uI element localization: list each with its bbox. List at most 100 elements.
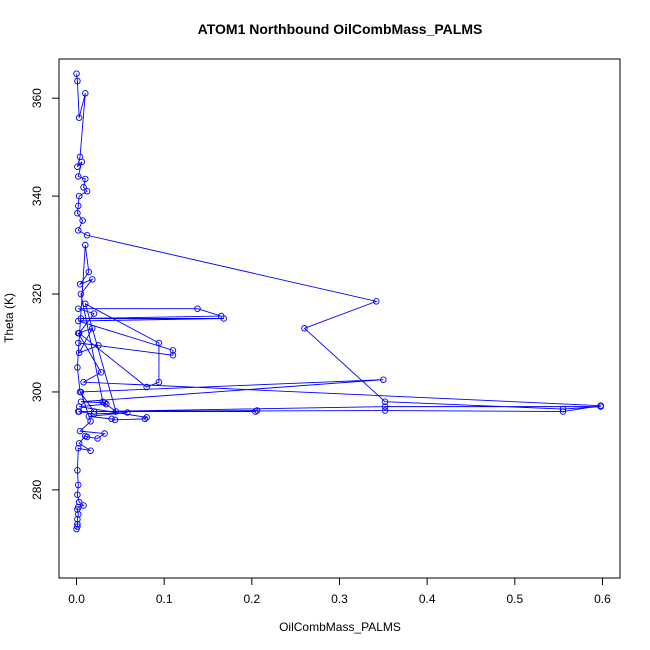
data-point (75, 317, 82, 325)
data-point (74, 467, 81, 474)
data-point (381, 407, 389, 414)
data-point (141, 415, 149, 423)
data-point (83, 187, 91, 195)
data-point (75, 173, 82, 180)
data-point (75, 498, 83, 506)
x-axis: 0.0 0.1 0.2 0.3 0.4 0.5 0.6 (68, 577, 611, 606)
data-point (82, 175, 89, 183)
data-point (74, 77, 81, 85)
data-point (73, 70, 80, 77)
data-point (112, 408, 120, 415)
data-point (75, 305, 82, 312)
data-point (87, 418, 94, 425)
data-point (75, 440, 83, 447)
y-tick-label: 320 (30, 284, 44, 304)
data-point (101, 430, 108, 437)
data-point (75, 408, 82, 415)
data-point (597, 402, 604, 409)
data-point (220, 315, 228, 322)
y-tick-label: 280 (30, 480, 44, 500)
data-point (124, 409, 131, 416)
data-point (77, 290, 85, 298)
data-point (75, 481, 82, 489)
data-point (77, 398, 85, 405)
data-point (75, 114, 83, 122)
data-point (155, 378, 163, 386)
data-point (169, 351, 177, 359)
x-tick-label: 0.1 (156, 592, 173, 606)
data-point (82, 241, 89, 249)
data-point (95, 342, 102, 349)
data-point (301, 325, 308, 332)
data-point (74, 364, 81, 371)
data-point (80, 378, 87, 386)
y-tick-label: 340 (30, 186, 44, 206)
data-point (381, 398, 389, 405)
chart-title: ATOM1 Northbound OilCombMass_PALMS (198, 21, 483, 37)
data-point (97, 369, 105, 376)
data-point (155, 339, 163, 347)
data-point (94, 435, 101, 442)
data-point (82, 432, 89, 440)
data-point (79, 217, 86, 224)
data-point (89, 325, 96, 332)
data-point (76, 280, 84, 288)
data-point (82, 90, 89, 97)
data-point (101, 399, 108, 406)
data-point (252, 408, 259, 415)
x-tick-label: 0.2 (244, 592, 261, 606)
data-point (75, 445, 82, 452)
data-point (90, 408, 98, 415)
data-point (380, 376, 387, 383)
data-point (75, 349, 83, 357)
x-axis-label: OilCombMass_PALMS (279, 620, 401, 634)
x-tick-label: 0.0 (68, 592, 85, 606)
data-point (381, 403, 389, 410)
data-point (82, 300, 89, 308)
x-tick-label: 0.6 (594, 592, 611, 606)
data-point (76, 427, 84, 435)
y-axis-label: Theta (K) (2, 293, 16, 343)
data-point (75, 329, 82, 337)
data-point (75, 192, 83, 200)
data-point (78, 158, 86, 166)
data-point (90, 310, 98, 317)
data-point (87, 447, 94, 454)
data-point (89, 276, 96, 283)
x-tick-label: 0.4 (419, 592, 436, 606)
data-point (169, 347, 177, 354)
data-point (74, 515, 81, 523)
data-point (74, 163, 81, 170)
data-point (194, 305, 201, 312)
series-layer (73, 70, 604, 533)
data-point (559, 405, 567, 413)
data-point (73, 525, 80, 533)
data-point (85, 268, 93, 276)
x-tick-label: 0.3 (331, 592, 348, 606)
data-point (373, 298, 380, 305)
data-point (75, 339, 82, 347)
data-point (143, 414, 150, 421)
data-point (83, 232, 91, 239)
data-point (143, 383, 150, 391)
data-point (74, 209, 81, 217)
data-point (111, 416, 119, 424)
data-point (103, 400, 110, 408)
data-point (75, 202, 82, 210)
data-point (74, 491, 81, 499)
data-point (74, 520, 81, 528)
data-point (80, 184, 87, 191)
data-point (74, 506, 81, 513)
y-tick-label: 300 (30, 382, 44, 402)
data-point (559, 408, 567, 415)
series-line (76, 73, 601, 530)
data-point (77, 388, 85, 396)
data-point (75, 511, 82, 518)
y-axis: 280 300 320 340 360 (30, 88, 60, 500)
data-point (108, 415, 115, 423)
data-point (75, 227, 82, 234)
x-tick-label: 0.5 (506, 592, 523, 606)
y-tick-label: 360 (30, 88, 44, 108)
data-point (90, 410, 98, 418)
